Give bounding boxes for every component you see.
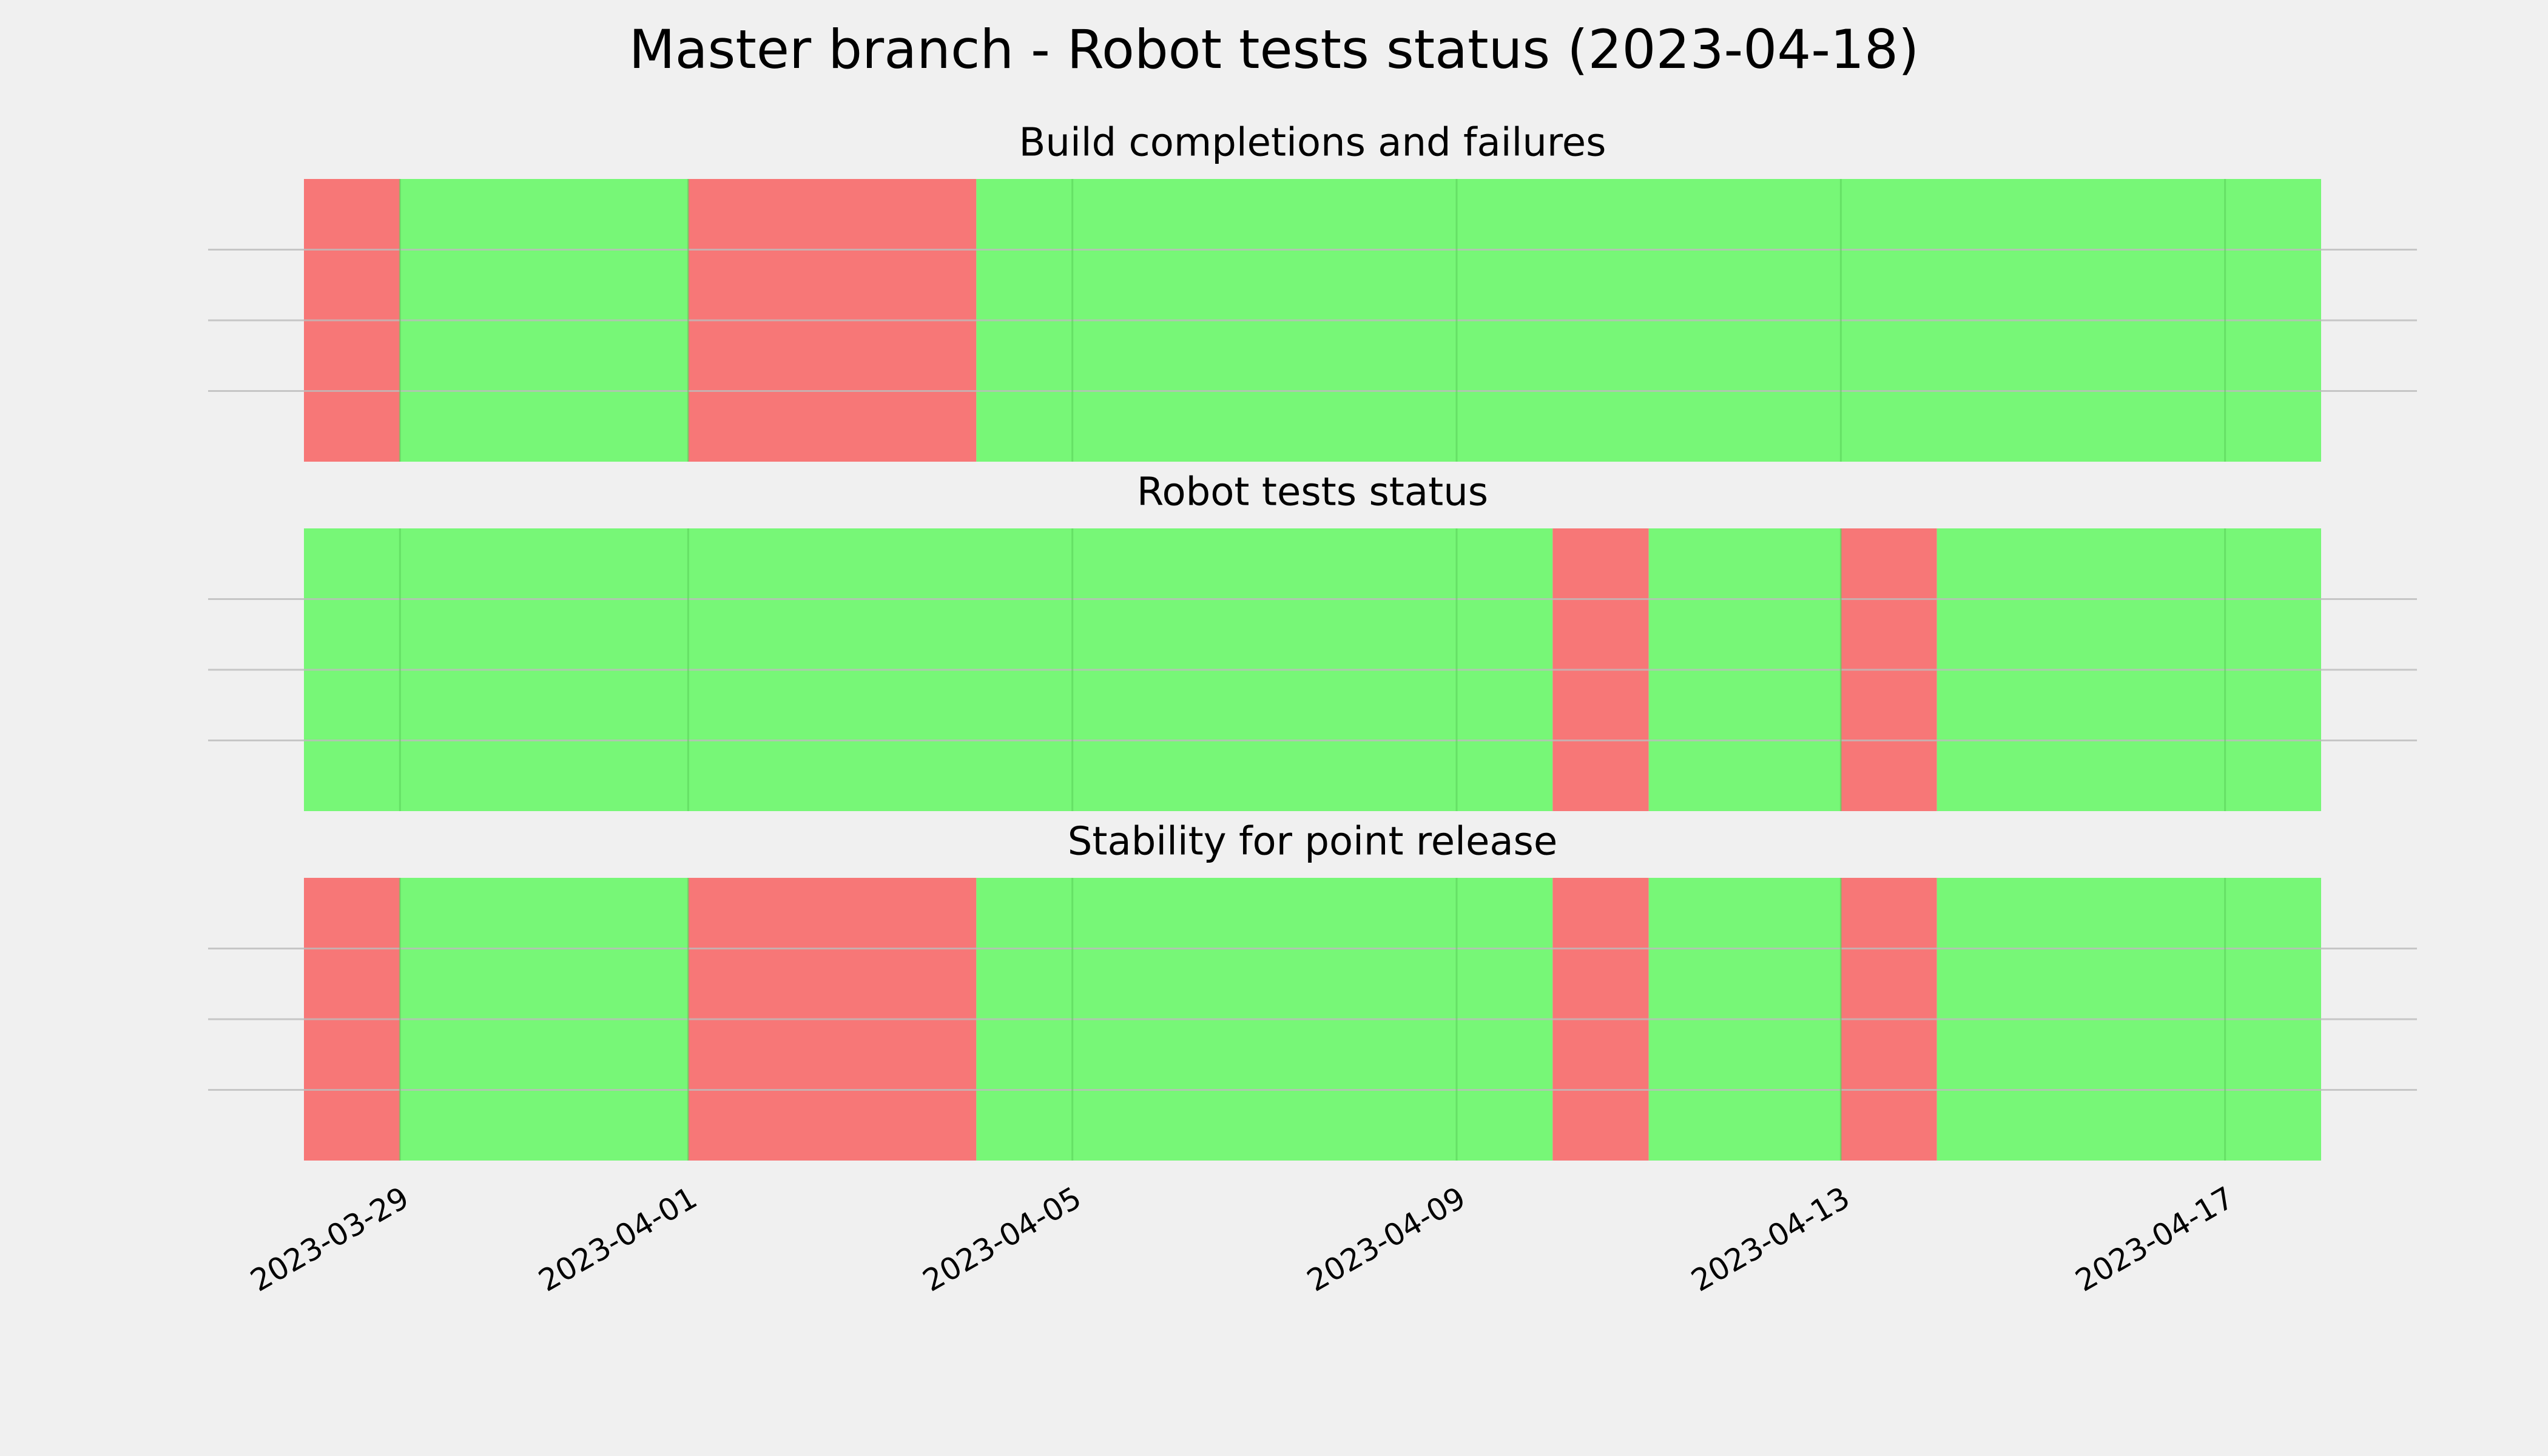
panel-title: Stability for point release [1068, 820, 1558, 864]
chart-title: Master branch - Robot tests status (2023… [629, 18, 1919, 81]
panel-title: Robot tests status [1137, 470, 1488, 515]
panel-title: Build completions and failures [1019, 121, 1606, 166]
